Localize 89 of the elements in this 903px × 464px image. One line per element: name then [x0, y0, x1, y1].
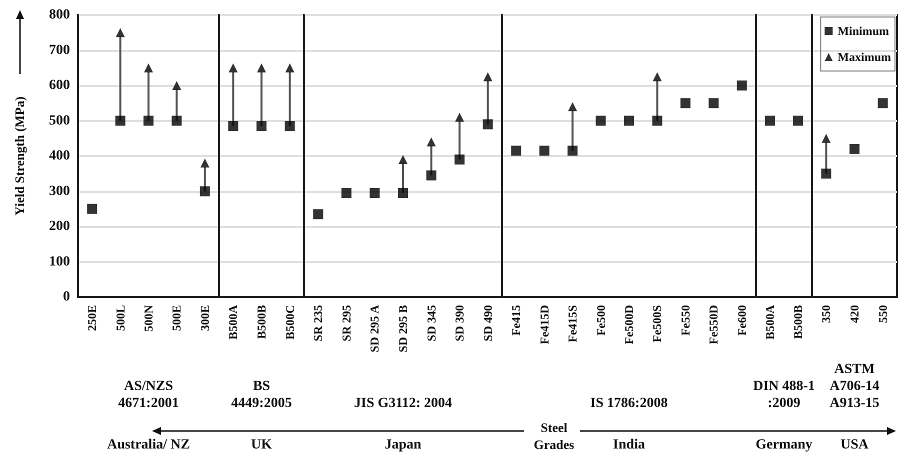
- x-tick-label: Fe415D: [536, 304, 551, 344]
- point: [115, 116, 126, 126]
- point: [200, 186, 210, 196]
- x-tick-label: SD 390: [452, 305, 466, 342]
- x-tick-label: 300E: [198, 305, 212, 332]
- x-tick-label: B500B: [790, 305, 805, 340]
- x-tick-label: Fe600: [734, 305, 748, 336]
- x-axis-title: AS/NZS 4671:2001: [118, 379, 179, 411]
- legend-label: Maximum: [838, 50, 892, 64]
- point: [822, 134, 831, 143]
- x-tick-label: Fe415: [508, 305, 523, 336]
- text: Australia/ NZ: [107, 438, 190, 452]
- point: [454, 154, 464, 165]
- x-tick-label: 500L: [113, 305, 128, 332]
- point: [483, 72, 492, 82]
- point: [567, 146, 578, 156]
- y-tick-label: 400: [49, 148, 70, 164]
- text: USA: [840, 438, 870, 452]
- point: [341, 188, 352, 198]
- point: [144, 116, 154, 126]
- x-tick-label: 550: [876, 305, 890, 323]
- x-axis-title: JIS G3112: 2004: [354, 396, 452, 411]
- point: [398, 155, 408, 164]
- point: [144, 63, 153, 72]
- x-tick-label: B500B: [254, 305, 269, 340]
- point: [708, 98, 718, 108]
- point: [370, 188, 380, 198]
- x-tick-label: Fe415S: [565, 304, 580, 342]
- y-tick-label: 500: [49, 113, 70, 128]
- y-tick-label: 300: [49, 184, 70, 199]
- x-tick-label: 500E: [170, 305, 184, 332]
- point: [652, 116, 662, 126]
- point: [200, 158, 210, 168]
- y-tick-label: 200: [49, 219, 70, 234]
- text: UK: [251, 438, 272, 452]
- point: [736, 80, 746, 90]
- x-tick-label: B500A: [226, 304, 240, 340]
- point: [652, 72, 662, 82]
- x-tick-label: Fe550: [678, 305, 692, 336]
- point: [680, 98, 690, 108]
- y-tick-label: 800: [49, 8, 70, 22]
- x-tick-label: B500A: [762, 304, 777, 340]
- point: [568, 102, 577, 112]
- point: [482, 119, 493, 130]
- point: [538, 146, 549, 156]
- point: [426, 170, 436, 180]
- point: [510, 146, 521, 156]
- x-tick-label: 350: [819, 305, 834, 323]
- x-tick-label: B500C: [283, 305, 298, 340]
- x-tick-label: SD 345: [424, 305, 438, 342]
- x-tick-label: SD 295 B: [396, 305, 410, 352]
- point: [172, 81, 182, 90]
- x-axis-title: IS 1786:2008: [590, 396, 668, 411]
- point: [87, 204, 98, 214]
- x-tick-label: SD 490: [480, 305, 495, 342]
- point: [398, 188, 408, 198]
- text: Japan: [384, 438, 422, 452]
- point: [850, 144, 860, 154]
- x-tick-label: 250E: [85, 305, 100, 332]
- x-tick-label: SR 235: [311, 305, 326, 342]
- x-tick-label: SR 295: [339, 305, 354, 342]
- legend-label: Minimum: [838, 24, 890, 38]
- x-tick-label: SD 295 A: [368, 304, 382, 352]
- x-tick-label: Fe500: [593, 305, 608, 336]
- x-axis-title: DIN 488-1 :2009: [752, 379, 815, 411]
- x-tick-label: 500N: [142, 304, 156, 332]
- x-tick-label: 420: [848, 305, 862, 323]
- point: [821, 168, 832, 179]
- point: [454, 112, 464, 122]
- point: [426, 137, 436, 146]
- point: [172, 116, 182, 126]
- point: [878, 98, 888, 108]
- text: Germany: [755, 438, 812, 452]
- x-tick-label: Fe550D: [706, 304, 720, 344]
- point: [313, 209, 324, 220]
- point: [624, 116, 634, 126]
- y-tick-label: 600: [49, 78, 70, 93]
- y-tick-label: 700: [49, 42, 70, 58]
- y-tick-label: 100: [49, 254, 70, 270]
- x-axis-title: BS 4449:2005: [231, 379, 292, 411]
- x-tick-label: Fe500S: [650, 304, 664, 342]
- y-tick-label: 0: [63, 290, 70, 304]
- text: India: [612, 438, 645, 452]
- x-axis-title: ASTM A706-14 A913-15: [830, 362, 880, 411]
- point: [116, 28, 125, 38]
- x-tick-label: Fe500D: [622, 304, 636, 344]
- text: Steel Grades: [533, 420, 574, 452]
- point: [595, 116, 606, 126]
- y-axis-title: Yield Strength (MPa): [12, 96, 27, 216]
